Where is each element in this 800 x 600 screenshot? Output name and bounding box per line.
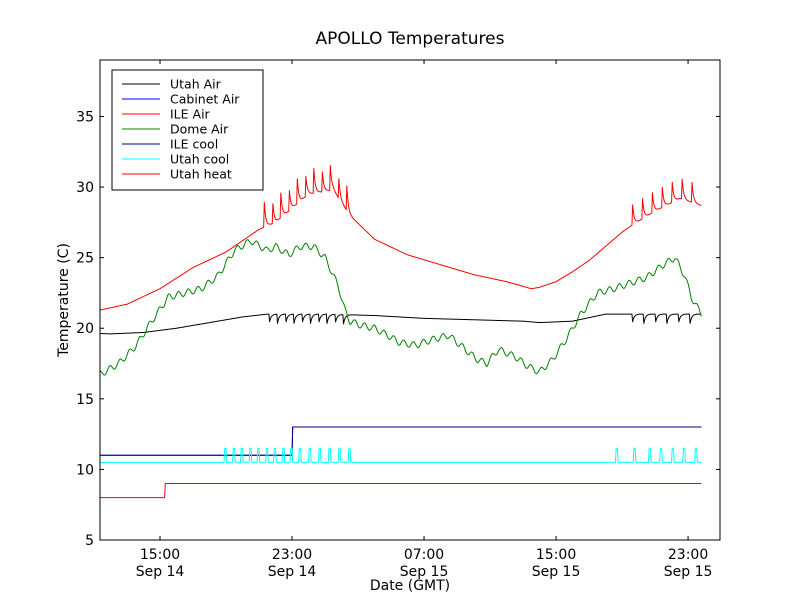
series-line-ile-air bbox=[100, 165, 702, 311]
legend-label-utah-heat: Utah heat bbox=[170, 167, 232, 182]
series-line-utah-air bbox=[100, 313, 702, 335]
x-tick-label-time: 15:00 bbox=[140, 547, 180, 563]
y-axis: 5 10 15 20 25 30 35 bbox=[76, 109, 720, 549]
y-tick-label: 20 bbox=[76, 321, 94, 337]
series-layer bbox=[100, 165, 702, 499]
x-tick-label-date: Sep 15 bbox=[664, 564, 713, 580]
y-tick-label: 10 bbox=[76, 462, 94, 478]
series-line-ile-cool bbox=[100, 426, 702, 456]
legend-label-dome-air: Dome Air bbox=[170, 122, 229, 137]
series-line-utah-cool bbox=[100, 447, 702, 463]
legend-label-ile-cool: ILE cool bbox=[170, 137, 218, 152]
x-tick-label-date: Sep 14 bbox=[136, 564, 185, 580]
y-axis-label: Temperature (C) bbox=[56, 243, 72, 358]
y-tick-label: 25 bbox=[76, 251, 94, 267]
x-tick-label-date: Sep 15 bbox=[400, 564, 449, 580]
x-tick-label-time: 23:00 bbox=[272, 547, 312, 563]
y-tick-label: 5 bbox=[85, 533, 94, 549]
legend-label-ile-air: ILE Air bbox=[170, 107, 211, 122]
series-line-dome-air bbox=[100, 239, 702, 376]
series-line-utah-heat bbox=[100, 483, 702, 499]
plot-frame bbox=[99, 59, 721, 541]
x-tick-label-time: 15:00 bbox=[536, 547, 576, 563]
x-tick-label-time: 07:00 bbox=[404, 547, 444, 563]
x-tick-label-date: Sep 14 bbox=[268, 564, 317, 580]
y-tick-label: 15 bbox=[76, 392, 94, 408]
legend-box bbox=[111, 69, 264, 191]
legend-label-utah-air: Utah Air bbox=[170, 77, 222, 92]
x-tick-label-time: 23:00 bbox=[668, 547, 708, 563]
y-tick-label: 35 bbox=[76, 109, 94, 125]
legend-label-cabinet-air: Cabinet Air bbox=[170, 92, 240, 107]
y-tick-label: 30 bbox=[76, 180, 94, 196]
legend-label-utah-cool: Utah cool bbox=[170, 152, 229, 167]
x-tick-label-date: Sep 15 bbox=[532, 564, 581, 580]
chart-title: APOLLO Temperatures bbox=[316, 29, 505, 49]
x-axis-label: Date (GMT) bbox=[370, 578, 450, 594]
